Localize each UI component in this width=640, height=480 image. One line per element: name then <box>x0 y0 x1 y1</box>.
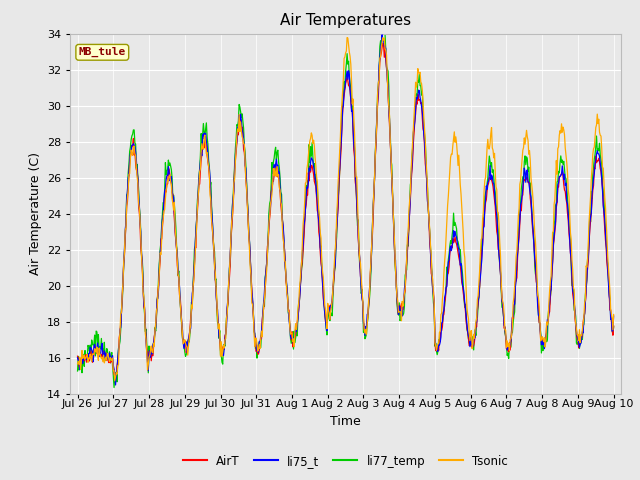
AirT <box>338 124 346 130</box>
Tsonic <box>74 361 81 367</box>
Text: MB_tule: MB_tule <box>79 47 126 58</box>
li77_temp <box>562 176 570 181</box>
Tsonic <box>111 378 118 384</box>
li75_t <box>378 32 386 38</box>
Tsonic <box>444 203 451 208</box>
Line: AirT: AirT <box>77 43 614 375</box>
li75_t <box>444 266 451 272</box>
AirT <box>379 40 387 46</box>
Tsonic <box>192 235 200 240</box>
li77_temp <box>110 384 118 390</box>
li77_temp <box>391 257 399 263</box>
AirT <box>444 272 451 277</box>
Line: li77_temp: li77_temp <box>77 25 614 387</box>
Y-axis label: Air Temperature (C): Air Temperature (C) <box>29 152 42 275</box>
Legend: AirT, li75_t, li77_temp, Tsonic: AirT, li75_t, li77_temp, Tsonic <box>179 450 513 472</box>
li77_temp <box>338 105 346 110</box>
Tsonic <box>391 243 399 249</box>
Tsonic <box>562 153 570 159</box>
li77_temp <box>215 336 223 341</box>
AirT <box>74 353 81 359</box>
li75_t <box>74 355 81 360</box>
Line: Tsonic: Tsonic <box>77 37 614 381</box>
li75_t <box>562 180 570 186</box>
li77_temp <box>192 225 200 231</box>
Tsonic <box>610 312 618 317</box>
li77_temp <box>74 368 81 374</box>
li75_t <box>610 313 618 319</box>
li77_temp <box>380 22 388 28</box>
li75_t <box>391 251 399 256</box>
AirT <box>111 372 118 378</box>
Tsonic <box>215 321 223 327</box>
li75_t <box>215 334 223 339</box>
li77_temp <box>444 271 451 276</box>
li77_temp <box>610 324 618 330</box>
X-axis label: Time: Time <box>330 415 361 428</box>
li75_t <box>338 126 346 132</box>
Tsonic <box>343 35 351 40</box>
Line: li75_t: li75_t <box>77 35 614 385</box>
li75_t <box>112 382 120 388</box>
AirT <box>215 328 223 334</box>
Tsonic <box>338 101 346 107</box>
li75_t <box>192 228 200 234</box>
Title: Air Temperatures: Air Temperatures <box>280 13 411 28</box>
AirT <box>391 252 399 258</box>
AirT <box>192 245 200 251</box>
AirT <box>562 196 570 202</box>
AirT <box>610 323 618 329</box>
